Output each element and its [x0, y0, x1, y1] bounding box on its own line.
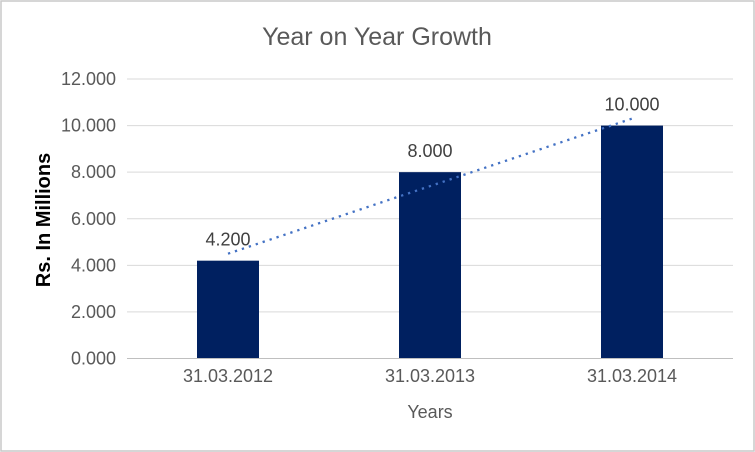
data-label: 8.000	[407, 141, 452, 161]
x-tick-label: 31.03.2013	[385, 366, 475, 386]
y-tick-label: 10.000	[61, 116, 116, 136]
bar	[399, 172, 461, 359]
y-tick-label: 8.000	[71, 162, 116, 182]
bar	[601, 125, 663, 359]
data-label: 4.200	[205, 230, 250, 250]
data-labels: 4.200 8.000 10.000	[205, 95, 659, 250]
x-axis-title: Years	[407, 402, 452, 422]
trendline	[227, 117, 633, 255]
x-tick-label: 31.03.2014	[587, 366, 677, 386]
bar-series	[197, 125, 663, 359]
trendline-dotted	[227, 117, 633, 255]
x-axis-tick-labels: 31.03.2012 31.03.2013 31.03.2014	[183, 366, 677, 386]
bar	[197, 260, 259, 359]
y-tick-label: 2.000	[71, 302, 116, 322]
y-tick-label: 6.000	[71, 209, 116, 229]
y-axis-tick-labels: 0.000 2.000 4.000 6.000 8.000 10.000 12.000	[61, 69, 116, 369]
x-tick-label: 31.03.2012	[183, 366, 273, 386]
y-tick-label: 0.000	[71, 349, 116, 369]
y-tick-label: 12.000	[61, 69, 116, 89]
y-tick-label: 4.000	[71, 255, 116, 275]
chart-title: Year on Year Growth	[262, 23, 492, 51]
y-axis-title: Rs. In Millions	[33, 153, 55, 287]
data-label: 10.000	[604, 95, 659, 115]
